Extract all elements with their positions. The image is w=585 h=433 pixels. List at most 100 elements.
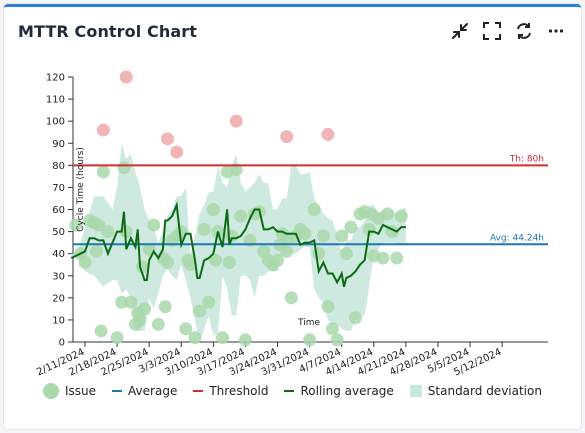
legend-item[interactable]: Rolling average	[284, 383, 394, 399]
issue-point	[151, 317, 165, 331]
rolling-average-line	[70, 201, 406, 288]
y-tick-label: 0	[59, 338, 65, 349]
legend-item[interactable]: Average	[112, 383, 177, 399]
legend-item[interactable]: Issue	[43, 383, 96, 399]
issue-point	[381, 207, 395, 221]
issue-point	[158, 300, 172, 314]
issue-point	[206, 203, 220, 216]
issue-point	[234, 209, 248, 223]
y-tick-label: 10	[52, 315, 65, 326]
issue-point	[362, 222, 376, 236]
std-deviation-band	[71, 143, 406, 342]
issue-point	[89, 244, 103, 258]
y-tick-label: 120	[46, 73, 65, 84]
legend-label: Rolling average	[300, 384, 394, 398]
issue-point	[312, 247, 326, 261]
issue-point	[280, 244, 294, 258]
issue-point	[183, 258, 197, 272]
issue-point	[330, 333, 344, 347]
y-tick-label: 70	[52, 183, 65, 194]
fullscreen-button[interactable]	[481, 20, 503, 42]
collapse-icon	[452, 23, 468, 39]
more-button[interactable]	[545, 20, 567, 42]
y-tick-label: 60	[52, 205, 65, 216]
issue-point	[92, 218, 106, 232]
outlier-point	[280, 130, 294, 144]
issue-point	[147, 218, 161, 232]
legend-swatch	[112, 390, 123, 392]
outlier-point	[170, 145, 184, 159]
issue-point	[222, 256, 236, 269]
y-axis-label: Cycle Time (hours)	[76, 147, 86, 232]
issue-point	[101, 225, 115, 239]
issue-point	[344, 220, 358, 234]
refresh-button[interactable]	[513, 20, 535, 42]
legend-label: Threshold	[209, 384, 269, 398]
average-label: Avg: 44.24h	[490, 233, 544, 243]
issue-point	[376, 251, 390, 265]
issue-point	[197, 222, 211, 236]
issue-point	[179, 322, 193, 336]
x-axis-label: Time	[297, 318, 320, 328]
widget-title: MTTR Control Chart	[18, 22, 197, 41]
issue-point	[390, 251, 404, 265]
issue-point	[133, 313, 147, 327]
outlier-point	[229, 114, 243, 128]
issue-point	[124, 295, 138, 309]
issue-point	[238, 333, 252, 347]
issue-point	[115, 295, 129, 309]
issue-point	[78, 256, 92, 269]
refresh-icon	[517, 23, 531, 39]
issue-point	[321, 300, 335, 314]
outlier-point	[96, 123, 110, 137]
legend-label: Average	[128, 384, 178, 398]
issue-point	[138, 302, 152, 316]
issue-point	[96, 165, 110, 179]
collapse-button[interactable]	[449, 20, 471, 42]
y-tick-label: 100	[46, 117, 65, 128]
legend-item[interactable]: Threshold	[193, 383, 268, 399]
issue-point	[161, 256, 175, 269]
issue-point	[394, 209, 408, 223]
issue-point	[110, 331, 124, 345]
issue-point	[316, 229, 330, 243]
threshold-label: Th: 80h	[509, 154, 544, 164]
issue-point	[298, 227, 312, 241]
issue-point	[307, 203, 321, 216]
y-tick-label: 90	[52, 139, 65, 150]
y-tick-label: 50	[52, 227, 65, 238]
fullscreen-icon	[483, 22, 501, 40]
chart-legend: Issue Average Threshold Rolling average Stan…	[0, 383, 585, 399]
issue-point	[348, 311, 362, 325]
legend-label: Issue	[65, 384, 97, 398]
issue-point	[335, 229, 349, 243]
widget-actions	[449, 20, 567, 42]
legend-swatch	[43, 383, 60, 399]
outlier-point	[321, 127, 335, 141]
issue-point	[326, 322, 340, 336]
issue-point	[339, 247, 353, 261]
more-icon	[548, 29, 564, 33]
legend-swatch	[284, 390, 295, 392]
y-tick-label: 40	[52, 249, 65, 260]
legend-label: Standard deviation	[427, 384, 542, 398]
issue-point	[193, 304, 207, 318]
issue-point	[202, 295, 216, 309]
legend-swatch	[409, 385, 422, 397]
y-tick-label: 30	[52, 271, 65, 282]
issue-point	[303, 333, 317, 347]
issue-point	[188, 331, 202, 345]
y-tick-label: 110	[46, 95, 65, 106]
legend-swatch	[193, 390, 204, 392]
outlier-point	[161, 132, 175, 146]
issue-point	[229, 163, 243, 177]
legend-item[interactable]: Standard deviation	[409, 383, 542, 399]
issue-point	[69, 218, 83, 232]
issue-point	[209, 253, 223, 267]
y-tick-label: 80	[52, 161, 65, 172]
issue-point	[216, 331, 230, 345]
issue-point	[271, 253, 285, 267]
y-tick-label: 20	[52, 293, 65, 304]
issue-point	[94, 324, 108, 338]
